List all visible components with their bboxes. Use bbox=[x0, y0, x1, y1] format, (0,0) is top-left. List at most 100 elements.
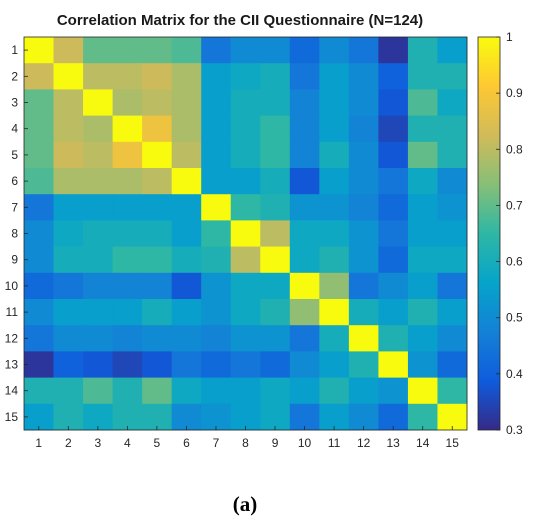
y-tick-label: 11 bbox=[6, 305, 19, 319]
heatmap-cell-r6-c2 bbox=[53, 168, 84, 195]
heatmap-cell-r13-c14 bbox=[407, 351, 438, 378]
heatmap-cell-r2-c12 bbox=[348, 63, 379, 90]
heatmap-cell-r4-c3 bbox=[83, 115, 113, 143]
heatmap-cell-r6-c10 bbox=[289, 168, 320, 195]
heatmap-cell-r15-c14 bbox=[407, 403, 438, 431]
heatmap-cell-r10-c6 bbox=[171, 272, 202, 300]
colorbar: 0.3 0.4 0.5 0.6 0.7 0.8 0.9 1 bbox=[477, 30, 523, 437]
heatmap-cell-r1-c10 bbox=[289, 37, 320, 64]
heatmap-cell-r5-c5 bbox=[142, 141, 173, 169]
heatmap-cell-r11-c8 bbox=[230, 299, 261, 326]
heatmap-cell-r4-c14 bbox=[407, 115, 438, 143]
heatmap-cell-r6-c13 bbox=[378, 168, 409, 195]
heatmap-cell-r14-c6 bbox=[171, 377, 202, 405]
heatmap-cell-r8-c12 bbox=[348, 220, 379, 247]
heatmap-cell-r15-c10 bbox=[289, 403, 320, 431]
heatmap-cell-r13-c15 bbox=[437, 351, 468, 378]
heatmap-cell-r9-c1 bbox=[24, 246, 54, 274]
y-tick-label: 15 bbox=[5, 410, 19, 424]
heatmap-cell-r13-c2 bbox=[53, 351, 84, 378]
heatmap-cell-r3-c6 bbox=[171, 89, 202, 116]
heatmap-cell-r12-c15 bbox=[437, 325, 468, 352]
heatmap-cell-r3-c9 bbox=[260, 89, 291, 116]
heatmap-cell-r13-c10 bbox=[289, 351, 320, 378]
heatmap-cell-r5-c7 bbox=[201, 141, 232, 169]
heatmap-cell-r9-c6 bbox=[171, 246, 202, 274]
heatmap-cell-r15-c13 bbox=[378, 403, 409, 431]
heatmap-cell-r11-c11 bbox=[319, 299, 350, 326]
y-tick-label: 5 bbox=[11, 148, 18, 162]
heatmap-cell-r1-c5 bbox=[142, 37, 173, 64]
heatmap-cell-r12-c4 bbox=[112, 325, 143, 352]
heatmap-cell-r1-c13 bbox=[378, 37, 409, 64]
heatmap-cell-r15-c6 bbox=[171, 403, 202, 431]
heatmap-cell-r2-c14 bbox=[407, 63, 438, 90]
heatmap-cell-r2-c8 bbox=[230, 63, 261, 90]
heatmap-cell-r10-c9 bbox=[260, 272, 291, 300]
heatmap-cells bbox=[24, 37, 468, 431]
heatmap-cell-r9-c9 bbox=[260, 246, 291, 274]
heatmap-cell-r3-c11 bbox=[319, 89, 350, 116]
heatmap-cell-r3-c3 bbox=[83, 89, 113, 116]
colorbar-tick-label: 0.3 bbox=[506, 423, 523, 437]
heatmap-cell-r14-c14 bbox=[407, 377, 438, 405]
x-tick-label: 4 bbox=[124, 436, 131, 450]
heatmap-cell-r14-c15 bbox=[437, 377, 468, 405]
heatmap-cell-r9-c7 bbox=[201, 246, 232, 274]
heatmap-cell-r15-c15 bbox=[437, 403, 468, 431]
heatmap-cell-r10-c15 bbox=[437, 272, 468, 300]
heatmap-cell-r13-c4 bbox=[112, 351, 143, 378]
heatmap-cell-r3-c10 bbox=[289, 89, 320, 116]
x-tick-label: 5 bbox=[154, 436, 161, 450]
heatmap-cell-r8-c7 bbox=[201, 220, 232, 247]
x-tick-label: 10 bbox=[298, 436, 312, 450]
heatmap-cell-r2-c10 bbox=[289, 63, 320, 90]
heatmap-cell-r5-c12 bbox=[348, 141, 379, 169]
heatmap-cell-r12-c2 bbox=[53, 325, 84, 352]
heatmap-cell-r13-c13 bbox=[378, 351, 409, 378]
heatmap-cell-r8-c13 bbox=[378, 220, 409, 247]
heatmap-cell-r12-c9 bbox=[260, 325, 291, 352]
heatmap-cell-r2-c9 bbox=[260, 63, 291, 90]
heatmap-cell-r15-c8 bbox=[230, 403, 261, 431]
heatmap-cell-r7-c5 bbox=[142, 194, 173, 221]
heatmap-cell-r8-c1 bbox=[24, 220, 54, 247]
heatmap-cell-r13-c3 bbox=[83, 351, 113, 378]
heatmap-cell-r7-c11 bbox=[319, 194, 350, 221]
heatmap-cell-r15-c4 bbox=[112, 403, 143, 431]
x-tick-label: 13 bbox=[386, 436, 400, 450]
heatmap-cell-r14-c7 bbox=[201, 377, 232, 405]
heatmap-cell-r3-c4 bbox=[112, 89, 143, 116]
heatmap-cell-r8-c9 bbox=[260, 220, 291, 247]
heatmap-cell-r5-c13 bbox=[378, 141, 409, 169]
heatmap-cell-r7-c6 bbox=[171, 194, 202, 221]
heatmap-cell-r14-c10 bbox=[289, 377, 320, 405]
heatmap-cell-r15-c5 bbox=[142, 403, 173, 431]
x-tick-label: 12 bbox=[357, 436, 371, 450]
heatmap-cell-r7-c10 bbox=[289, 194, 320, 221]
heatmap-cell-r14-c5 bbox=[142, 377, 173, 405]
heatmap-cell-r14-c9 bbox=[260, 377, 291, 405]
x-tick-label: 8 bbox=[242, 436, 249, 450]
heatmap-cell-r9-c15 bbox=[437, 246, 468, 274]
y-tick-label: 1 bbox=[11, 43, 18, 57]
heatmap-cell-r2-c6 bbox=[171, 63, 202, 90]
heatmap-cell-r11-c15 bbox=[437, 299, 468, 326]
x-axis: 1 2 3 4 5 6 7 8 9 10 11 12 13 14 15 bbox=[35, 426, 459, 450]
heatmap-cell-r1-c12 bbox=[348, 37, 379, 64]
heatmap-cell-r5-c4 bbox=[112, 141, 143, 169]
chart-title: Correlation Matrix for the CII Questionn… bbox=[57, 12, 423, 29]
heatmap-cell-r6-c4 bbox=[112, 168, 143, 195]
heatmap-cell-r11-c2 bbox=[53, 299, 84, 326]
heatmap-cell-r10-c1 bbox=[24, 272, 54, 300]
heatmap-cell-r4-c6 bbox=[171, 115, 202, 143]
heatmap-cell-r12-c11 bbox=[319, 325, 350, 352]
x-tick-label: 3 bbox=[94, 436, 101, 450]
heatmap-cell-r7-c14 bbox=[407, 194, 438, 221]
y-tick-label: 10 bbox=[5, 279, 19, 293]
heatmap-cell-r10-c7 bbox=[201, 272, 232, 300]
heatmap-cell-r3-c7 bbox=[201, 89, 232, 116]
heatmap-cell-r3-c5 bbox=[142, 89, 173, 116]
